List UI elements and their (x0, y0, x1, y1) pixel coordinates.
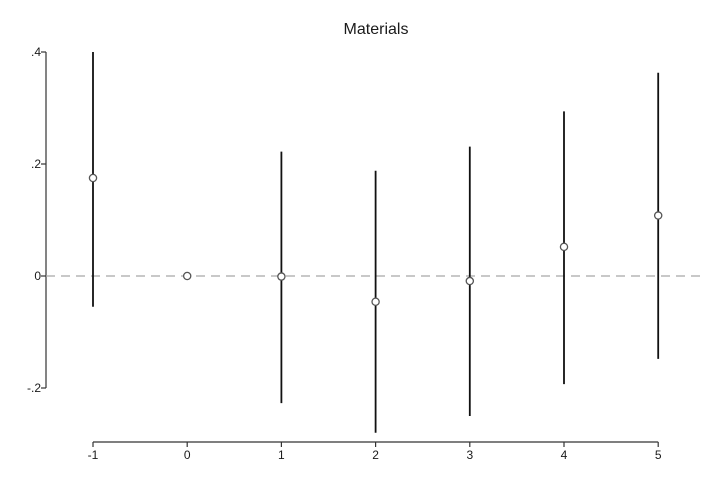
y-tick-label: .4 (31, 45, 41, 59)
point-estimate-marker (653, 211, 663, 220)
point-estimate-marker (371, 297, 380, 307)
confidence-interval-layer (92, 52, 660, 433)
x-tick-label: 5 (655, 448, 662, 462)
chart-title: Materials (344, 21, 409, 38)
point-estimate-layer (88, 173, 663, 307)
x-tick-label: 4 (561, 448, 568, 462)
y-tick-label: .2 (31, 157, 41, 171)
x-tick-label: 0 (184, 448, 191, 462)
point-estimate-marker (559, 242, 569, 252)
x-tick-label: 1 (278, 448, 285, 462)
point-estimate-marker (465, 276, 475, 286)
x-tick-label: 2 (372, 448, 379, 462)
x-tick-label: -1 (88, 448, 99, 462)
point-estimate-marker (277, 272, 286, 281)
point-estimate-marker (182, 271, 192, 281)
y-tick-label: -.2 (27, 381, 41, 395)
x-tick-label: 3 (466, 448, 473, 462)
axes-layer: -.2 0 .2 .4 -1 0 1 2 3 4 5 (27, 45, 662, 462)
point-estimate-marker (88, 173, 98, 183)
y-tick-label: 0 (34, 269, 41, 283)
